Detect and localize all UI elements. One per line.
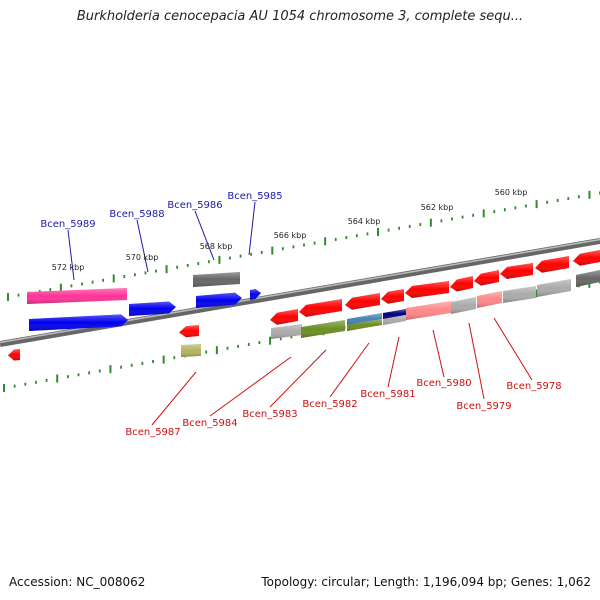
scale-label: 562 kbp (421, 203, 454, 212)
gene-feature-5987-misc-shade (181, 344, 201, 357)
gene-label-reverse: Bcen_5978 (506, 381, 561, 392)
gene-label-forward: Bcen_5986 (167, 200, 222, 211)
misc-feature-pink2-shade (477, 291, 502, 308)
gene-feature-5980-shade (405, 281, 449, 299)
gene-feature-5989-misc-shade (27, 288, 127, 304)
gene-feature-5986-shade (196, 292, 242, 308)
scale-label: 572 kbp (52, 263, 85, 272)
gene-feature-5978a-shade (500, 263, 533, 279)
scale-label: 566 kbp (274, 231, 307, 240)
gene-label-reverse: Bcen_5984 (182, 418, 237, 429)
misc-feature-grey4-shade (537, 279, 571, 297)
gene-feature-5979b-shade (474, 270, 499, 286)
gene-feature-5989-shade (29, 314, 128, 331)
leader-reverse (432, 329, 445, 378)
gene-feature-5983-shade (299, 299, 342, 317)
gene-feature-5988-shade (129, 301, 176, 316)
leader-forward (136, 219, 149, 273)
gene-label-reverse: Bcen_5980 (416, 378, 471, 389)
misc-feature-pink-shade (406, 301, 451, 320)
leader-forward (67, 229, 75, 281)
misc-feature-olive2-shade (347, 319, 382, 331)
misc-feature-steel-shade (347, 313, 382, 325)
scale-label: 564 kbp (348, 217, 381, 226)
leader-reverse (151, 371, 197, 426)
misc-feature-navy-shade (383, 309, 406, 319)
gene-label-reverse: Bcen_5981 (360, 389, 415, 400)
leader-reverse (468, 322, 485, 400)
scale-label: 568 kbp (200, 242, 233, 251)
gene-feature-5978b-shade (535, 256, 569, 273)
gene-feature-5981-shade (381, 289, 404, 304)
leader-forward (194, 210, 215, 261)
gene-feature-5986-misc-shade (193, 272, 240, 287)
accession-text: Accession: NC_008062 (9, 575, 146, 589)
leader-reverse (493, 317, 533, 381)
misc-feature-dark-shade (576, 270, 600, 287)
leader-reverse (269, 349, 327, 408)
gene-label-reverse: Bcen_5979 (456, 401, 511, 412)
scale-label: 560 kbp (495, 188, 528, 197)
gene-feature-5985-shade (250, 289, 261, 300)
gene-label-forward: Bcen_5989 (40, 219, 95, 230)
gene-feature-5982-shade (345, 293, 380, 310)
misc-feature-a-shade (271, 324, 302, 339)
gene-feature-5987-shade (179, 325, 199, 338)
leader-reverse (329, 342, 370, 398)
misc-feature-grey2-shade (451, 297, 476, 314)
gene-label-forward: Bcen_5988 (109, 209, 164, 220)
label-leader-lines (67, 201, 533, 426)
misc-feature-olive-shade (301, 320, 345, 338)
map-title: Burkholderia cenocepacia AU 1054 chromos… (76, 9, 524, 24)
leader-reverse (387, 336, 400, 388)
gene-features (8, 250, 600, 361)
leader-forward (248, 201, 256, 256)
labels: 572 kbp 570 kbp 568 kbp 566 kbp 564 kbp 562 k… (40, 188, 561, 438)
gene-feature-5984-shade (270, 309, 298, 325)
misc-feature-grey-shade (383, 315, 406, 325)
scale-label: 570 kbp (126, 253, 159, 262)
gene-label-reverse: Bcen_5982 (302, 399, 357, 410)
gene-label-reverse: Bcen_5987 (125, 427, 180, 438)
gene-feature-edge-shade (573, 250, 600, 266)
gene-feature-left-shade (8, 349, 20, 361)
misc-feature-grey3-shade (503, 286, 536, 303)
gene-feature-5979a-shade (450, 276, 473, 292)
topology-text: Topology: circular; Length: 1,196,094 bp… (261, 575, 591, 589)
gene-label-reverse: Bcen_5983 (242, 409, 297, 420)
leader-reverse (209, 356, 292, 417)
gene-label-forward: Bcen_5985 (227, 191, 282, 202)
